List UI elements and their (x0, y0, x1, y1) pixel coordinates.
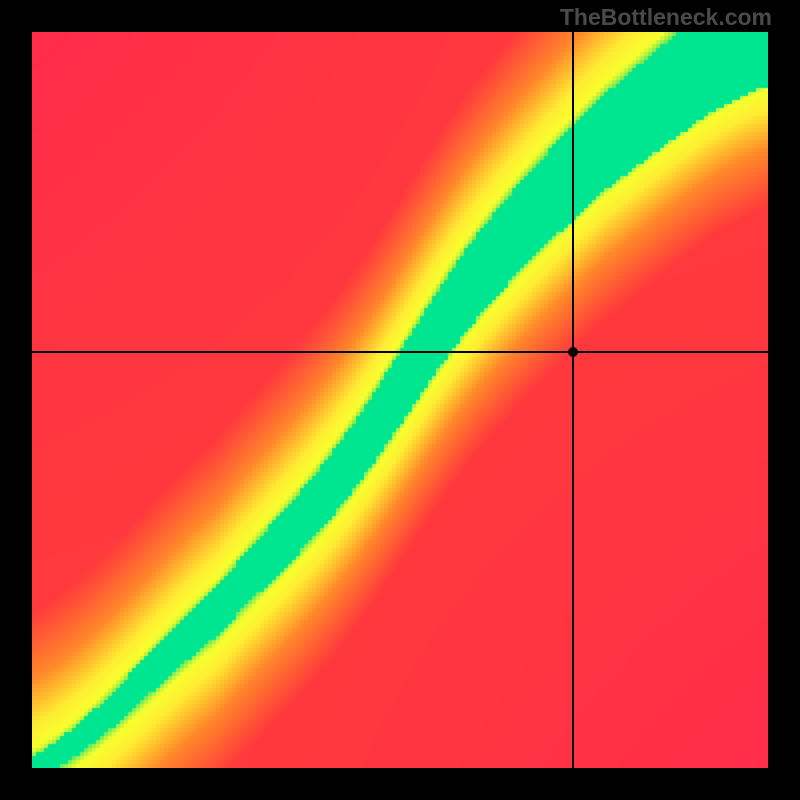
crosshair-vertical (572, 32, 574, 768)
watermark-text: TheBottleneck.com (560, 4, 772, 31)
heatmap-canvas (32, 32, 768, 768)
chart-container: TheBottleneck.com (0, 0, 800, 800)
crosshair-horizontal (32, 351, 768, 353)
